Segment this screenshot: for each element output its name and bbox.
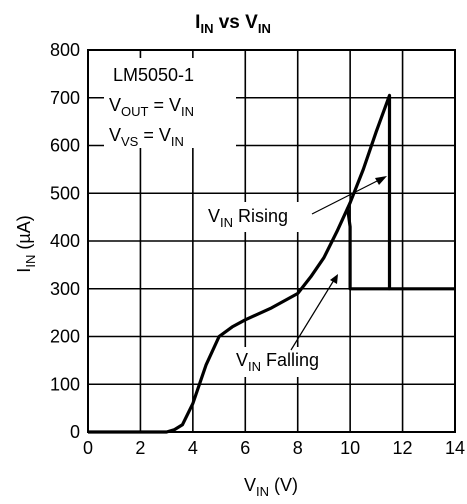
vout-b: = V — [148, 95, 181, 115]
title-mid: vs V — [213, 12, 258, 33]
rising-a-sub: IN — [220, 215, 233, 230]
chart-title: IIN vs VIN — [195, 12, 271, 36]
falling-arrow-line — [290, 279, 335, 351]
annotation-box — [104, 58, 236, 148]
svg-text:IIN (µA): IIN (µA) — [14, 215, 38, 272]
x-tick-label: 10 — [340, 438, 360, 458]
x-tick-label: 14 — [445, 438, 465, 458]
vvs-label: VVS = VIN — [109, 125, 184, 149]
falling-arrowhead — [330, 274, 338, 284]
ylabel-sub: IN — [23, 255, 38, 268]
title-mid-sub: IN — [258, 21, 271, 36]
ylabel-main: I — [14, 268, 34, 273]
x-tick-label: 4 — [188, 438, 198, 458]
vout-a-sub: OUT — [121, 104, 149, 119]
title-main: I — [195, 12, 200, 33]
plot-frame — [87, 49, 456, 433]
vout-label: VOUT = VIN — [109, 95, 194, 119]
y-tick-label: 700 — [50, 88, 80, 108]
falling-b: Falling — [261, 350, 319, 370]
x-tick-label: 2 — [135, 438, 145, 458]
vvs-a: V — [109, 125, 121, 145]
falling-a-sub: IN — [248, 359, 261, 374]
annotation-text: LM5050-1 VOUT = VIN VVS = VIN VIN Rising… — [109, 65, 319, 374]
vvs-b-sub: IN — [171, 134, 184, 149]
xlabel-tail: (V) — [269, 475, 298, 495]
x-tick-label: 6 — [240, 438, 250, 458]
series-line-falling — [345, 207, 390, 291]
rising-b: Rising — [233, 206, 288, 226]
vvs-a-sub: VS — [121, 134, 139, 149]
x-tick-label: 12 — [393, 438, 413, 458]
annotation-arrows — [290, 176, 387, 351]
y-tick-label: 400 — [50, 231, 80, 251]
y-tick-label: 200 — [50, 327, 80, 347]
rising-a: V — [208, 206, 220, 226]
rising-label: VIN Rising — [208, 206, 288, 230]
title-main-sub: IN — [200, 21, 213, 36]
y-tick-label: 500 — [50, 183, 80, 203]
vout-a: V — [109, 95, 121, 115]
y-axis-label: IIN (µA) — [14, 215, 38, 272]
y-tick-label: 100 — [50, 374, 80, 394]
y-tick-label: 300 — [50, 279, 80, 299]
x-tick-label: 0 — [83, 438, 93, 458]
ylabel-tail: (µA) — [14, 215, 34, 254]
falling-a: V — [236, 350, 248, 370]
annotation-rising-box — [205, 202, 313, 232]
rising-arrow-line — [311, 178, 382, 215]
y-tick-label: 800 — [50, 40, 80, 60]
y-tick-label: 600 — [50, 136, 80, 156]
xlabel-main: V — [244, 475, 256, 495]
x-tick-label: 8 — [293, 438, 303, 458]
rising-arrowhead — [375, 176, 387, 185]
vvs-b: = V — [138, 125, 171, 145]
axes — [87, 49, 456, 433]
svg-text:IIN vs VIN: IIN vs VIN — [195, 12, 271, 36]
xlabel-sub: IN — [256, 484, 269, 499]
tick-labels: 0 2 4 6 8 10 12 14 0 100 200 300 400 500 600 700 800 — [50, 40, 465, 458]
falling-label: VIN Falling — [236, 350, 319, 374]
y-tick-label: 0 — [70, 422, 80, 442]
series-line-rising — [88, 93, 455, 434]
x-axis-label: VIN (V) — [244, 475, 298, 499]
vout-b-sub: IN — [181, 104, 194, 119]
series — [88, 93, 455, 434]
svg-text:VIN (V): VIN (V) — [244, 475, 298, 499]
annotation-falling-box — [232, 347, 340, 377]
device-label: LM5050-1 — [113, 65, 194, 85]
